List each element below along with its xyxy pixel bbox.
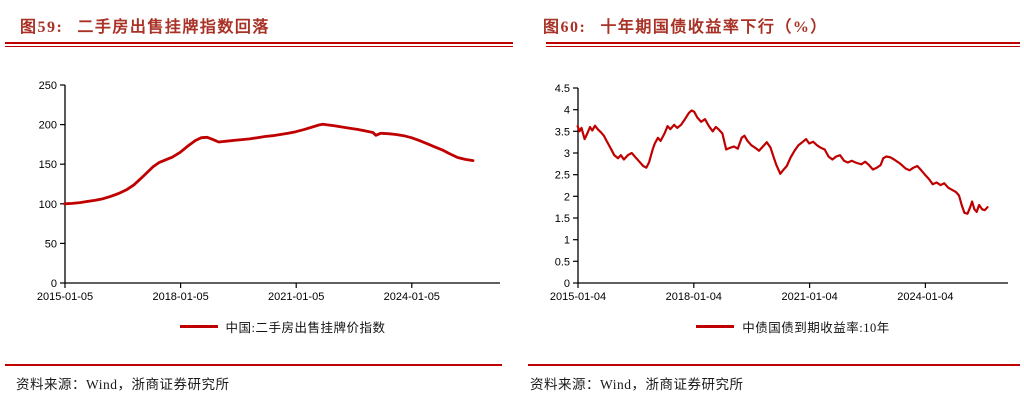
x-tick-label: 2018-01-04 xyxy=(666,291,722,303)
legend-line-swatch xyxy=(696,325,735,328)
y-tick-label: 2 xyxy=(564,191,570,203)
x-tick-label: 2021-01-04 xyxy=(781,291,837,303)
y-tick-label: 2.5 xyxy=(555,170,570,182)
y-tick-label: 1.5 xyxy=(555,213,570,225)
source-divider xyxy=(528,364,1020,366)
y-tick-label: 3.5 xyxy=(555,126,570,138)
y-tick-label: 0 xyxy=(51,278,57,290)
treasury-yield-chart: 0 0.5 1 1.5 2 2.5 3 3.5 4 4.5 2015-01-04 2018-01-04… xyxy=(550,83,1008,303)
figure-59-title: 图59: 二手房出售挂牌指数回落 xyxy=(20,13,270,37)
title-rule xyxy=(546,42,1020,47)
x-tick-label: 2021-01-05 xyxy=(268,291,324,303)
legend-label: 中国:二手房出售挂牌价指数 xyxy=(225,321,386,335)
legend-line-swatch xyxy=(179,325,218,328)
figure-60-title: 图60: 十年期国债收益率下行（%） xyxy=(543,13,828,37)
source-text: 资料来源：Wind，浙商证券研究所 xyxy=(530,377,744,392)
figure-title-text: 二手房出售挂牌指数回落 xyxy=(77,19,270,36)
y-tick-label: 4.5 xyxy=(555,83,570,95)
figure-title-text: 十年期国债收益率下行（%） xyxy=(600,19,828,36)
y-tick-label: 50 xyxy=(45,238,57,250)
x-tick-label: 2024-01-05 xyxy=(384,291,440,303)
legend-label: 中债国债到期收益率:10年 xyxy=(742,321,890,335)
series-line xyxy=(63,122,475,206)
chart-legend: 中债国债到期收益率:10年 xyxy=(578,317,1008,336)
y-tick-label: 3 xyxy=(564,148,570,160)
y-tick-label: 0.5 xyxy=(555,256,570,268)
y-tick-label: 100 xyxy=(39,199,57,211)
x-tick-label: 2015-01-05 xyxy=(37,291,93,303)
chart-legend: 中国:二手房出售挂牌价指数 xyxy=(65,317,500,336)
figure-label: 图60: xyxy=(543,19,587,36)
source-text: 资料来源：Wind，浙商证券研究所 xyxy=(16,377,230,392)
y-tick-label: 200 xyxy=(39,120,57,132)
secondhand-housing-index-chart: 0 50 100 150 200 250 2015-01-05 2018-01-05 2021-… xyxy=(37,80,500,303)
y-tick-label: 4 xyxy=(564,105,570,117)
x-tick-label: 2018-01-05 xyxy=(152,291,208,303)
series-line xyxy=(576,109,989,215)
x-tick-label: 2024-01-04 xyxy=(897,291,953,303)
y-tick-label: 150 xyxy=(39,159,57,171)
figure-label: 图59: xyxy=(20,19,64,36)
title-rule xyxy=(5,42,513,47)
source-divider xyxy=(5,364,502,366)
x-tick-label: 2015-01-04 xyxy=(550,291,606,303)
y-tick-label: 250 xyxy=(39,80,57,92)
y-tick-label: 1 xyxy=(564,235,570,247)
y-tick-label: 0 xyxy=(564,278,570,290)
